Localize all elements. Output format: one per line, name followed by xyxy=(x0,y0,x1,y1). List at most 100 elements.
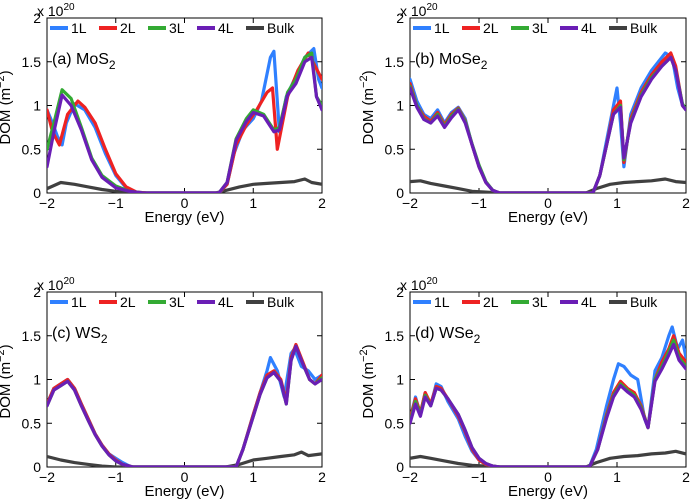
legend-item-1l: 1L xyxy=(413,294,450,310)
legend-label: 4L xyxy=(218,20,234,36)
legend-label: Bulk xyxy=(267,20,295,36)
y-exponent-label: x 1020 xyxy=(37,276,75,293)
y-axis-label-close: ) xyxy=(0,70,14,75)
legend-label: Bulk xyxy=(630,294,658,310)
panel-label: (a) MoS2 xyxy=(52,51,116,72)
legend-item-2l: 2L xyxy=(99,20,136,36)
series-line-3l xyxy=(410,55,686,193)
y-axis-label-sup: −2 xyxy=(0,75,7,88)
legend-item-2l: 2L xyxy=(99,294,136,310)
y-exponent-power: 20 xyxy=(426,2,438,13)
panel-label-subscript: 2 xyxy=(109,58,116,72)
legend-item-3l: 3L xyxy=(511,294,548,310)
legend-item-4l: 4L xyxy=(197,20,234,36)
y-tick-label: 0.5 xyxy=(22,415,42,431)
x-tick-label: 1 xyxy=(249,195,257,211)
legend-label: 3L xyxy=(532,294,548,310)
y-tick-label: 0 xyxy=(33,185,41,201)
x-tick-label: −1 xyxy=(471,195,487,211)
x-axis-label: Energy (eV) xyxy=(508,209,588,226)
legend-label: 2L xyxy=(120,20,136,36)
x-tick-label: 2 xyxy=(318,195,326,211)
y-exponent-power: 20 xyxy=(63,2,75,13)
legend-item-2l: 2L xyxy=(462,294,499,310)
x-tick-label: −2 xyxy=(39,195,55,211)
y-axis-label-close: ) xyxy=(360,70,377,75)
legend-item-bulk: Bulk xyxy=(246,20,295,36)
series-line-3l xyxy=(47,344,322,467)
series-group xyxy=(47,342,322,467)
series-group xyxy=(47,47,322,193)
legend-label: 3L xyxy=(169,20,185,36)
series-group xyxy=(410,51,686,193)
y-tick-label: 0 xyxy=(396,185,404,201)
y-tick-label: 1 xyxy=(33,98,41,114)
y-tick-label: 1.5 xyxy=(385,54,405,70)
series-line-1l xyxy=(410,51,686,193)
legend-label: 2L xyxy=(120,294,136,310)
series-line-1l xyxy=(47,347,322,467)
plot-frame xyxy=(46,17,323,194)
y-tick-label: 1.5 xyxy=(22,54,42,70)
x-tick-label: 2 xyxy=(682,195,690,211)
legend-label: 4L xyxy=(581,20,597,36)
panel-label: (b) MoSe2 xyxy=(415,51,488,72)
x-tick-label: 1 xyxy=(249,469,257,485)
y-tick-label: 1 xyxy=(396,98,404,114)
legend-item-4l: 4L xyxy=(560,20,597,36)
x-axis-label: Energy (eV) xyxy=(144,209,224,226)
panel-label-subscript: 2 xyxy=(101,332,108,346)
legend-label: 1L xyxy=(434,294,450,310)
y-exponent-label: x 1020 xyxy=(400,2,438,19)
x-tick-label: 0 xyxy=(544,469,552,485)
y-tick-label: 0.5 xyxy=(385,141,405,157)
x-tick-label: 2 xyxy=(318,469,326,485)
y-exponent-label: x 1020 xyxy=(400,276,438,293)
y-tick-label: 1 xyxy=(396,372,404,388)
x-tick-label: 2 xyxy=(682,469,690,485)
y-tick-label: 2 xyxy=(396,10,404,26)
legend-label: 4L xyxy=(218,294,234,310)
y-exponent-power: 20 xyxy=(426,276,438,287)
y-axis-label-sup: −2 xyxy=(358,349,370,362)
legend-label: 3L xyxy=(532,20,548,36)
y-tick-label: 1.5 xyxy=(385,328,405,344)
y-tick-label: 2 xyxy=(33,284,41,300)
legend-item-1l: 1L xyxy=(50,294,87,310)
x-tick-label: −1 xyxy=(108,469,124,485)
y-axis-label-close: ) xyxy=(360,344,377,349)
x-tick-label: 1 xyxy=(613,195,621,211)
y-tick-label: 0.5 xyxy=(22,141,42,157)
series-line-2l xyxy=(47,342,322,467)
y-axis-label: DOM (m−2) xyxy=(358,344,377,418)
y-exponent-power: 20 xyxy=(63,276,75,287)
y-axis-label-sup: −2 xyxy=(358,75,370,88)
legend-item-3l: 3L xyxy=(511,20,548,36)
legend-label: 1L xyxy=(434,20,450,36)
x-tick-label: 1 xyxy=(613,469,621,485)
y-tick-label: 0.5 xyxy=(385,415,405,431)
legend-label: Bulk xyxy=(267,294,295,310)
x-tick-label: −1 xyxy=(108,195,124,211)
y-axis-label: DOM (m−2) xyxy=(0,344,14,418)
legend-item-1l: 1L xyxy=(50,20,87,36)
legend-label: 2L xyxy=(483,20,499,36)
legend-item-3l: 3L xyxy=(148,20,185,36)
y-tick-label: 0 xyxy=(33,459,41,475)
x-tick-label: −2 xyxy=(39,469,55,485)
y-tick-label: 0 xyxy=(396,459,404,475)
panel-label-subscript: 2 xyxy=(474,332,481,346)
series-line-4l xyxy=(47,344,322,467)
legend-label: 4L xyxy=(581,294,597,310)
legend-item-4l: 4L xyxy=(197,294,234,310)
series-line-1l xyxy=(410,325,686,467)
y-tick-label: 2 xyxy=(396,284,404,300)
legend-item-1l: 1L xyxy=(413,20,450,36)
legend-item-bulk: Bulk xyxy=(609,294,658,310)
series-line-4l xyxy=(410,55,686,193)
legend-label: 2L xyxy=(483,294,499,310)
